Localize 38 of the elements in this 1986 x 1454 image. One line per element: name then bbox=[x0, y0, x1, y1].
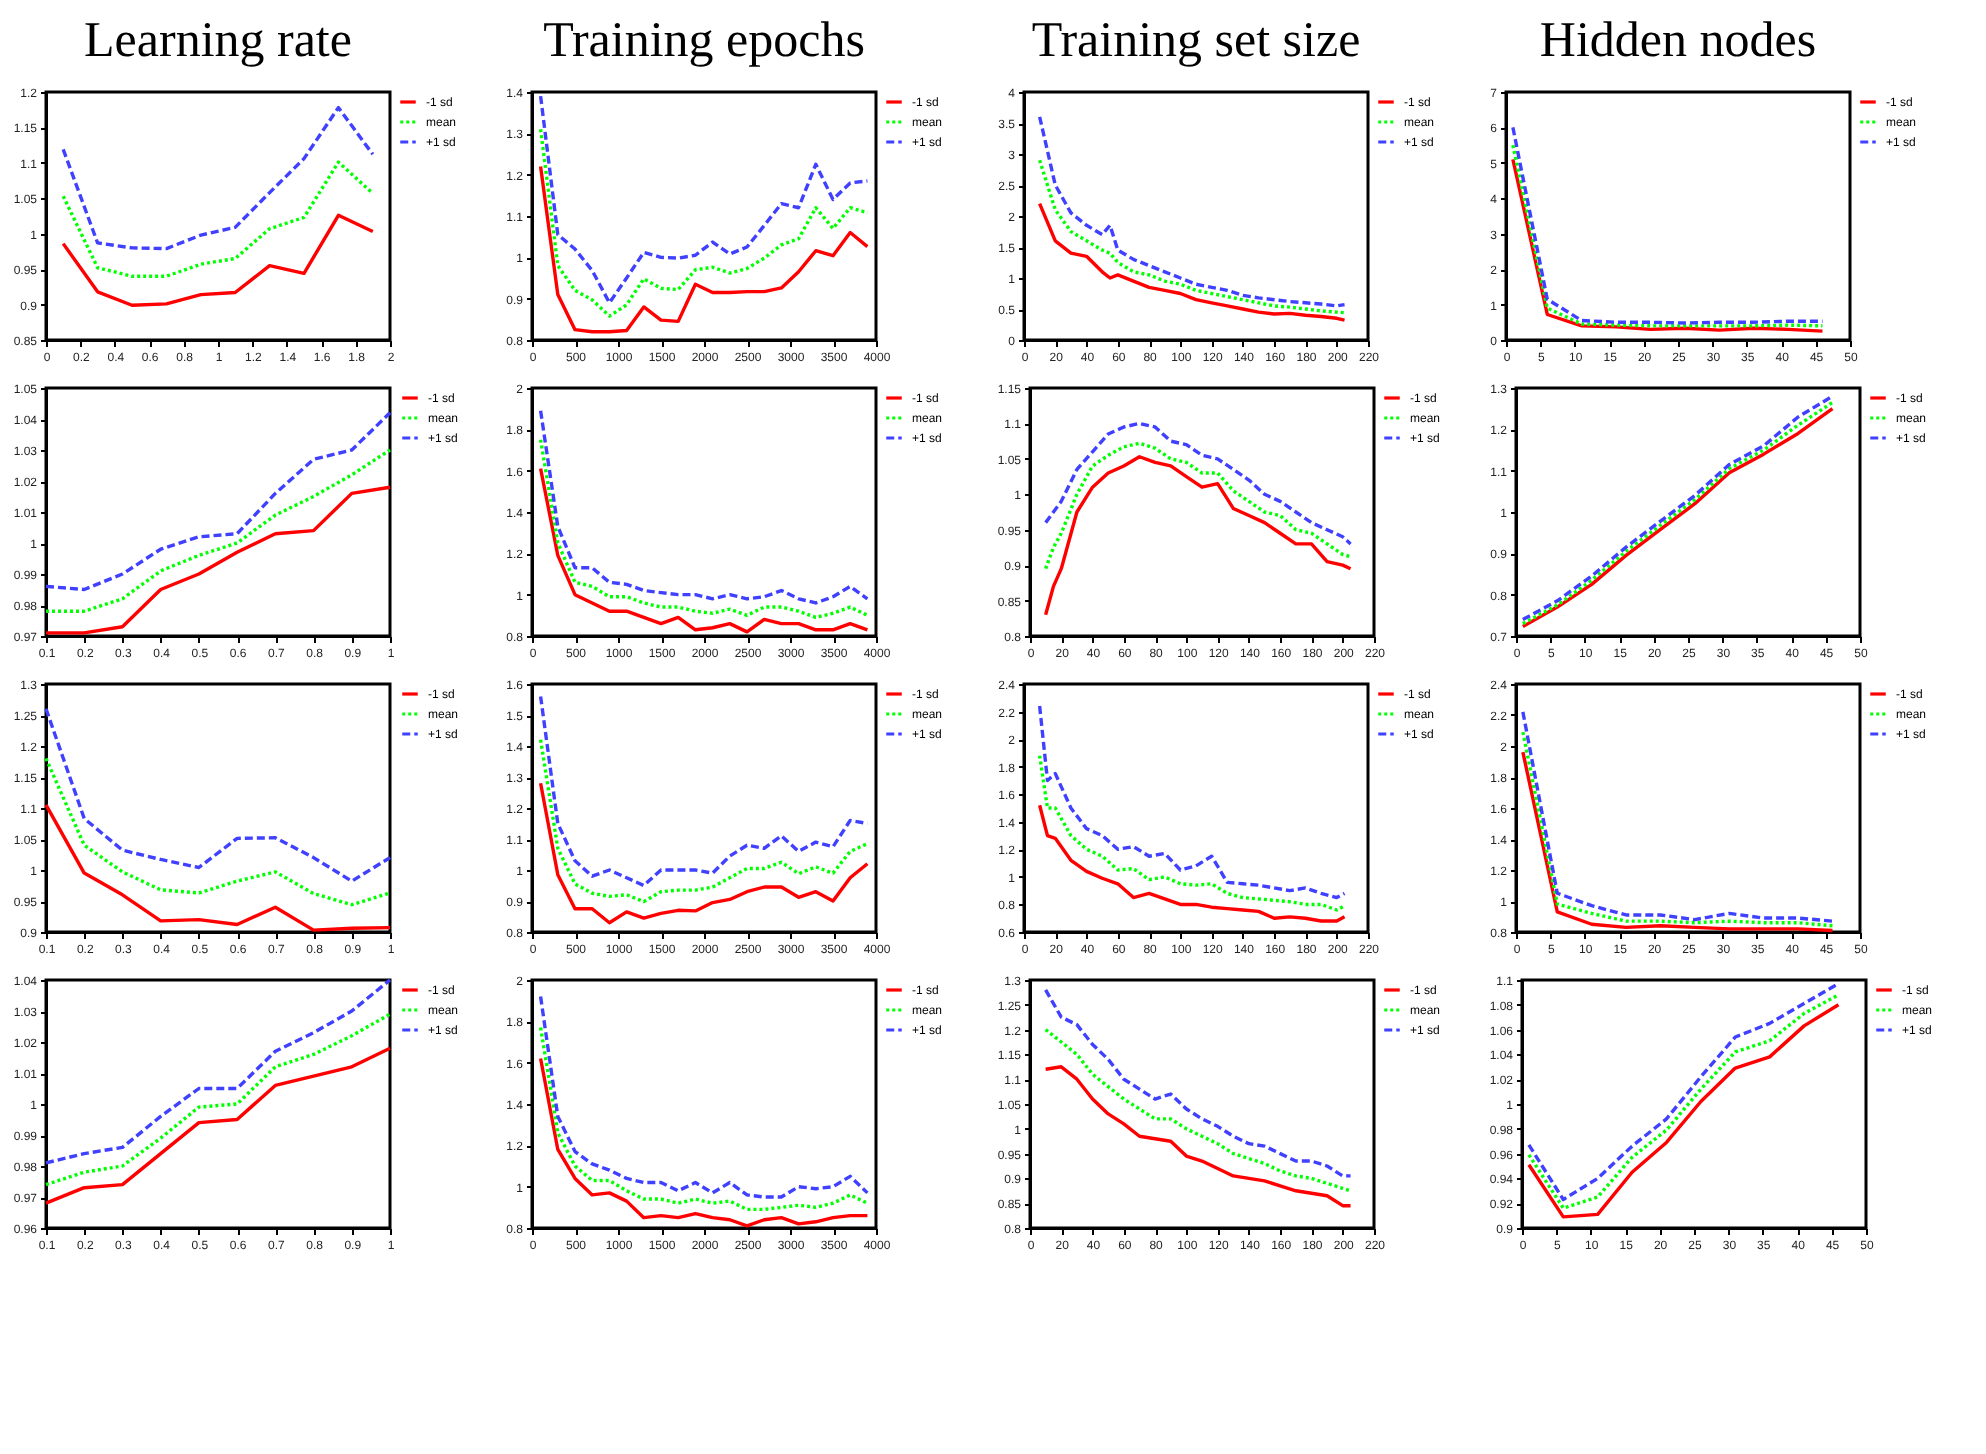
line-series bbox=[1037, 704, 1347, 900]
line-series bbox=[538, 409, 870, 605]
chart-title: Hidden nodes bbox=[1539, 14, 1817, 68]
line-series bbox=[1043, 1027, 1353, 1193]
chart-title: Training epochs bbox=[543, 14, 865, 68]
line-series bbox=[1037, 803, 1347, 923]
line-series bbox=[1043, 1065, 1353, 1208]
line-series bbox=[44, 1012, 392, 1187]
line-series bbox=[61, 160, 375, 278]
line-series bbox=[44, 756, 392, 907]
line-series bbox=[44, 707, 392, 883]
line-series bbox=[1037, 158, 1347, 315]
line-series bbox=[538, 127, 870, 318]
line-series bbox=[1037, 753, 1347, 912]
line-series bbox=[61, 105, 375, 251]
line-series bbox=[538, 437, 870, 620]
line-series bbox=[538, 94, 870, 305]
line-series bbox=[538, 694, 870, 888]
chart-title: Training set size bbox=[1031, 14, 1361, 68]
line-series bbox=[1043, 441, 1353, 571]
line-series bbox=[538, 1025, 870, 1212]
line-series bbox=[538, 994, 870, 1199]
line-series bbox=[538, 164, 870, 334]
line-series bbox=[538, 1056, 870, 1228]
line-series bbox=[44, 411, 392, 592]
line-series bbox=[44, 978, 392, 1165]
line-series bbox=[538, 738, 870, 904]
chart-title: Learning rate bbox=[84, 14, 352, 68]
line-series bbox=[1043, 988, 1353, 1178]
line-series bbox=[1043, 421, 1353, 546]
line-series bbox=[61, 213, 375, 307]
line-series bbox=[1037, 201, 1347, 322]
line-series bbox=[1043, 455, 1353, 617]
line-series bbox=[538, 466, 870, 634]
line-series bbox=[44, 448, 392, 613]
line-series bbox=[538, 781, 870, 925]
line-series bbox=[1037, 115, 1347, 308]
line-series bbox=[44, 1046, 392, 1205]
